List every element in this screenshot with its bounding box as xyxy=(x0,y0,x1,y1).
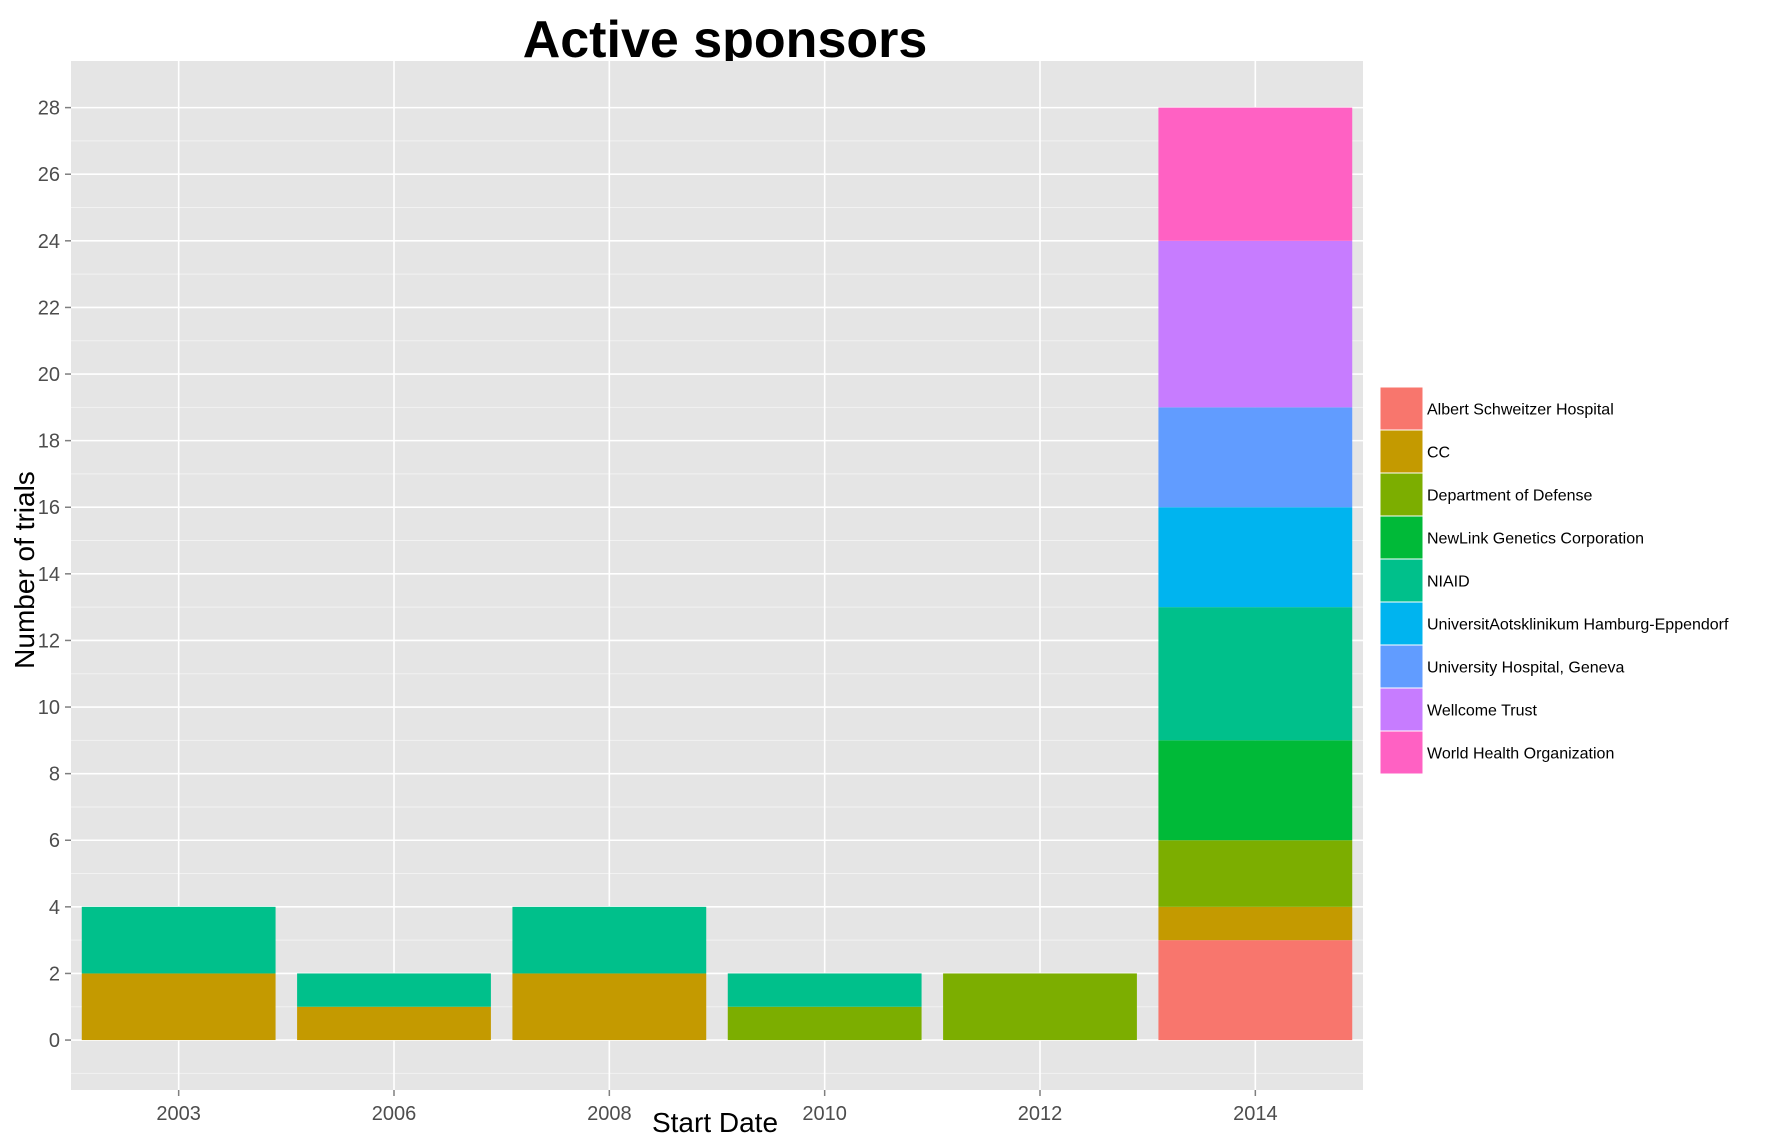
y-tick-label: 28 xyxy=(38,98,60,120)
legend-label: Albert Schweitzer Hospital xyxy=(1427,402,1614,419)
bar-segment xyxy=(297,973,491,1007)
x-tick-label: 2010 xyxy=(802,1103,847,1125)
legend-key xyxy=(1379,730,1424,775)
bar-segment xyxy=(81,906,276,974)
legend-key xyxy=(1379,644,1424,689)
y-tick-label: 16 xyxy=(38,497,60,519)
bar-segment xyxy=(1158,740,1353,841)
bar-segment xyxy=(727,1006,922,1041)
legend-key xyxy=(1379,472,1424,517)
x-tick-label: 2008 xyxy=(587,1103,632,1125)
legend-key xyxy=(1379,687,1424,732)
y-tick-label: 14 xyxy=(38,564,60,586)
plot-panel xyxy=(71,61,1363,1090)
chart-title: Active sponsors xyxy=(522,11,928,69)
y-tick-label: 10 xyxy=(38,697,60,719)
x-tick-label: 2003 xyxy=(156,1103,201,1125)
legend-label: CC xyxy=(1427,445,1450,462)
y-tick-label: 12 xyxy=(38,630,60,652)
bar-segment xyxy=(1158,107,1353,241)
legend-label: NewLink Genetics Corporation xyxy=(1427,531,1644,548)
y-tick-label: 24 xyxy=(38,231,60,253)
bar-segment xyxy=(1158,906,1353,941)
x-tick-label: 2006 xyxy=(372,1103,417,1125)
legend-label: Wellcome Trust xyxy=(1427,703,1538,720)
legend-label: UniversitAotsklinikum Hamburg-Eppendorf xyxy=(1427,617,1729,634)
legend-label: Department of Defense xyxy=(1427,488,1593,505)
x-tick-label: 2012 xyxy=(1018,1103,1063,1125)
bar-segment xyxy=(512,973,707,1041)
legend-key xyxy=(1379,429,1424,474)
x-axis-title: Start Date xyxy=(651,1107,779,1138)
y-tick-label: 6 xyxy=(49,830,60,852)
bar-segment xyxy=(943,973,1137,1041)
legend-key xyxy=(1379,386,1424,431)
y-tick-label: 0 xyxy=(49,1030,60,1052)
y-tick-label: 8 xyxy=(49,764,60,786)
bar-segment xyxy=(512,906,707,974)
bar-segment xyxy=(1158,407,1353,508)
y-tick-label: 22 xyxy=(38,297,60,319)
bar-segment xyxy=(1158,607,1353,741)
bar-segment xyxy=(297,1006,491,1041)
bar-segment xyxy=(81,973,276,1041)
legend-key xyxy=(1379,515,1424,560)
legend-label: University Hospital, Geneva xyxy=(1427,660,1625,677)
bar-segment xyxy=(1158,240,1353,408)
bar-segment xyxy=(1158,940,1353,1041)
y-tick-label: 26 xyxy=(38,164,60,186)
y-tick-label: 18 xyxy=(38,431,60,453)
y-tick-label: 4 xyxy=(49,897,60,919)
legend-label: World Health Organization xyxy=(1427,746,1614,763)
y-axis-title: Number of trials xyxy=(9,471,40,669)
bar-segment xyxy=(1158,840,1353,907)
y-tick-label: 2 xyxy=(49,963,60,985)
bar-segment xyxy=(1158,507,1353,608)
legend-key xyxy=(1379,558,1424,603)
legend-label: NIAID xyxy=(1427,574,1470,591)
legend-key xyxy=(1379,601,1424,646)
bar-segment xyxy=(727,973,922,1007)
y-tick-label: 20 xyxy=(38,364,60,386)
x-tick-label: 2014 xyxy=(1233,1103,1278,1125)
